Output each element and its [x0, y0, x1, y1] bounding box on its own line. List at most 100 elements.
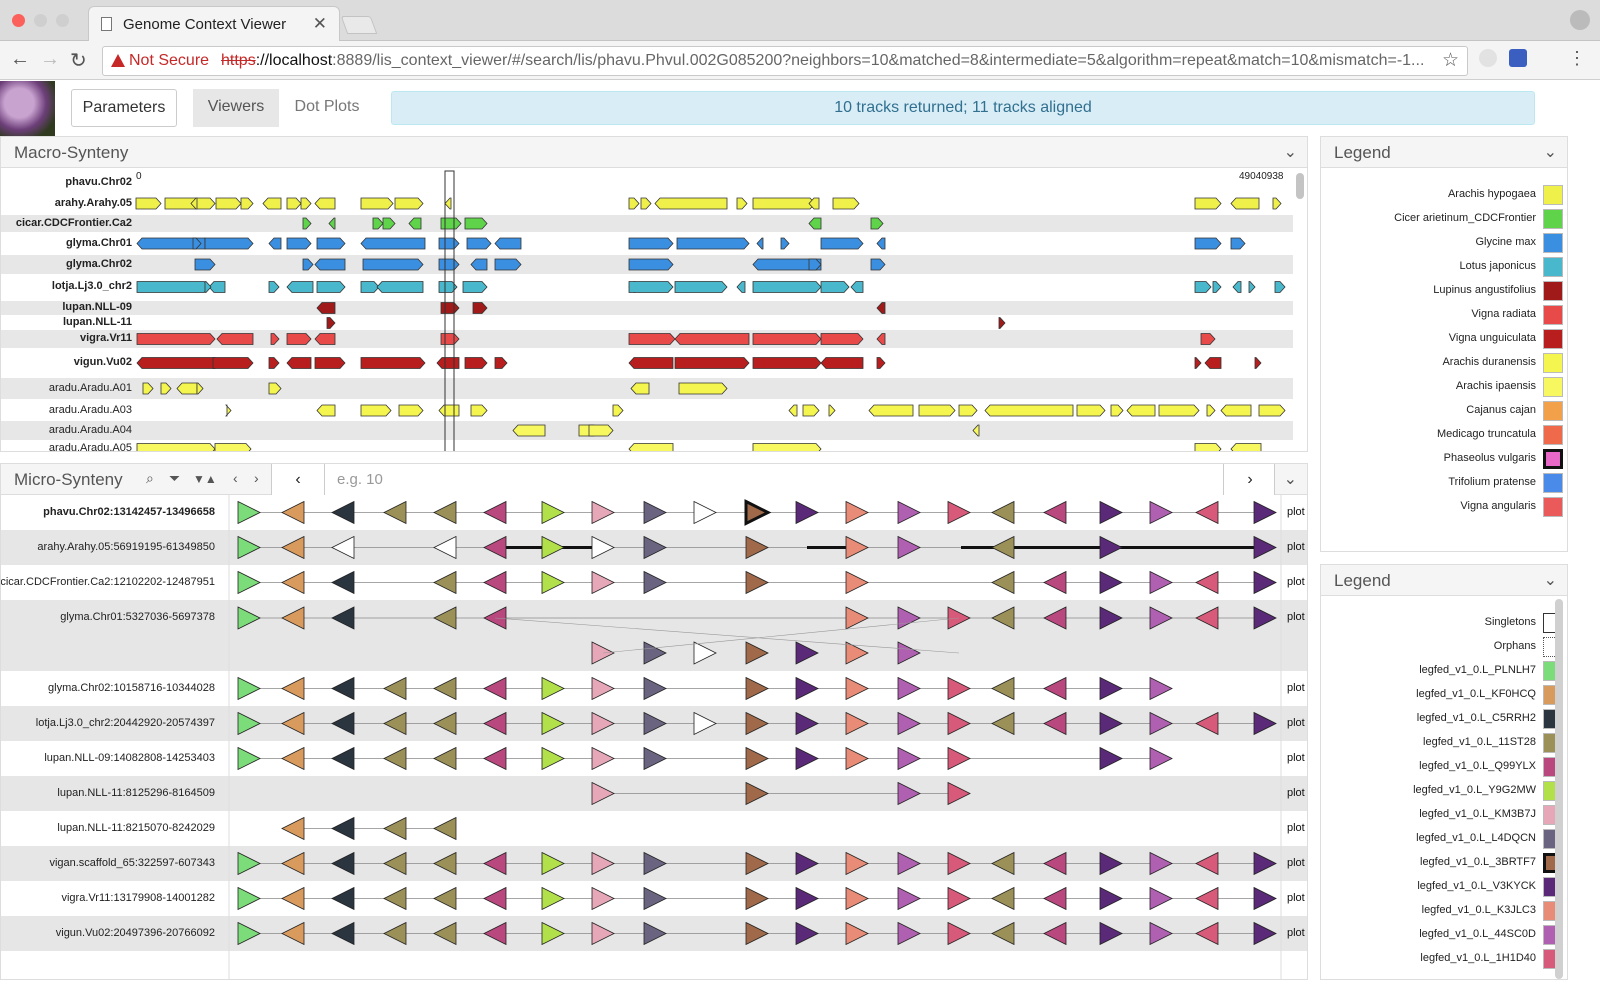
filter-icon[interactable]: ⏷ — [169, 470, 181, 486]
macro-block[interactable] — [1220, 404, 1252, 417]
macro-block[interactable] — [820, 357, 864, 369]
macro-block[interactable] — [494, 357, 508, 369]
gene-glyph[interactable] — [897, 641, 921, 665]
gene-glyph[interactable] — [331, 921, 355, 946]
macro-block[interactable] — [752, 281, 822, 293]
macro-scrollbar[interactable] — [1296, 173, 1304, 199]
gene-glyph[interactable] — [991, 535, 1015, 560]
macro-track-label[interactable]: cicar.CDCFrontier.Ca2 — [15, 216, 132, 229]
scroll-distance-input[interactable] — [324, 464, 1224, 495]
gene-glyph[interactable] — [845, 570, 869, 595]
gene-glyph[interactable] — [541, 886, 565, 911]
gene-glyph[interactable] — [845, 606, 869, 630]
gene-glyph[interactable] — [897, 921, 921, 946]
search-icon[interactable]: ⌕ — [146, 470, 154, 486]
macro-block[interactable] — [1194, 237, 1222, 250]
gene-glyph[interactable] — [1043, 851, 1067, 876]
macro-block[interactable] — [438, 404, 460, 417]
gene-glyph[interactable] — [591, 711, 615, 736]
gene-glyph[interactable] — [237, 676, 261, 701]
macro-block[interactable] — [918, 404, 956, 417]
legend-swatch[interactable] — [1543, 305, 1563, 325]
macro-block[interactable] — [470, 258, 488, 271]
macro-region-marker[interactable] — [444, 170, 455, 451]
gene-glyph[interactable] — [845, 535, 869, 560]
macro-block[interactable] — [1230, 443, 1262, 452]
macro-block[interactable] — [780, 237, 790, 250]
macro-block[interactable] — [1194, 357, 1202, 369]
macro-block[interactable] — [820, 333, 864, 345]
legend-item[interactable]: Phaseolus vulgaris — [1323, 449, 1563, 471]
macro-block[interactable] — [314, 258, 346, 271]
browser-menu-icon[interactable]: ⋮ — [1568, 48, 1586, 68]
scroll-left-icon[interactable]: ‹ — [233, 470, 238, 486]
macro-block[interactable] — [752, 197, 816, 210]
gene-glyph[interactable] — [591, 500, 615, 525]
macro-block[interactable] — [262, 197, 282, 210]
macro-block[interactable] — [394, 197, 424, 210]
legend-item[interactable]: legfed_v1_0.L_L4DQCN — [1323, 829, 1563, 851]
gene-glyph[interactable] — [383, 711, 407, 736]
gene-glyph[interactable] — [1043, 886, 1067, 911]
plot-link[interactable]: plot — [1287, 856, 1305, 869]
gene-glyph[interactable] — [1253, 535, 1277, 560]
macro-block[interactable] — [674, 357, 750, 369]
macro-block[interactable] — [376, 281, 424, 293]
micro-track-label[interactable]: cicar.CDCFrontier.Ca2:12102202-12487951 — [1, 575, 215, 588]
gene-glyph[interactable] — [795, 851, 819, 876]
macro-block[interactable] — [314, 197, 336, 210]
legend-item[interactable]: legfed_v1_0.L_Y9G2MW — [1323, 781, 1563, 803]
legend-swatch[interactable] — [1543, 497, 1563, 517]
macro-block[interactable] — [136, 281, 210, 293]
close-window-button[interactable] — [12, 14, 25, 27]
gene-glyph[interactable] — [1195, 921, 1219, 946]
gene-glyph[interactable] — [433, 746, 457, 771]
macro-block[interactable] — [1158, 404, 1200, 417]
gene-glyph[interactable] — [541, 676, 565, 701]
macro-block[interactable] — [440, 217, 462, 230]
gene-glyph[interactable] — [745, 886, 769, 911]
macro-block[interactable] — [286, 197, 302, 210]
gene-glyph[interactable] — [1149, 746, 1173, 771]
micro-track-label[interactable]: vigan.scaffold_65:322597-607343 — [49, 856, 215, 869]
macro-block[interactable] — [808, 217, 822, 230]
macro-block[interactable] — [1254, 357, 1262, 369]
plot-link[interactable]: plot — [1287, 611, 1305, 623]
macro-block[interactable] — [1274, 281, 1286, 293]
chevron-down-icon[interactable]: ⌄ — [1543, 144, 1557, 161]
sort-icon[interactable]: ▼▲ — [193, 472, 217, 486]
macro-block[interactable] — [1248, 281, 1256, 293]
gene-glyph[interactable] — [745, 781, 769, 806]
macro-block[interactable] — [398, 404, 424, 417]
macro-block[interactable] — [868, 404, 914, 417]
gene-glyph[interactable] — [541, 921, 565, 946]
macro-block[interactable] — [216, 333, 254, 345]
gene-glyph[interactable] — [693, 711, 717, 736]
browser-tab[interactable]: Genome Context Viewer ✕ — [88, 6, 340, 42]
gene-glyph[interactable] — [591, 746, 615, 771]
macro-block[interactable] — [958, 404, 978, 417]
gene-glyph[interactable] — [541, 851, 565, 876]
macro-block[interactable] — [588, 424, 614, 437]
gene-glyph[interactable] — [947, 711, 971, 736]
macro-block[interactable] — [808, 197, 820, 210]
legend-item[interactable]: legfed_v1_0.L_Q99YLX — [1323, 757, 1563, 779]
gene-glyph[interactable] — [541, 535, 565, 560]
gene-glyph[interactable] — [237, 535, 261, 560]
gene-glyph[interactable] — [331, 676, 355, 701]
gene-glyph[interactable] — [643, 500, 667, 525]
maximize-window-button[interactable] — [56, 14, 69, 27]
macro-block[interactable] — [512, 424, 546, 437]
macro-block[interactable] — [372, 217, 384, 230]
scroll-next-button[interactable]: › — [1247, 471, 1253, 488]
gene-glyph[interactable] — [745, 535, 769, 560]
legend-item[interactable]: legfed_v1_0.L_K3JLC3 — [1323, 901, 1563, 923]
macro-block[interactable] — [240, 197, 254, 210]
legend-item[interactable]: Arachis duranensis — [1323, 353, 1563, 375]
gene-glyph[interactable] — [1195, 851, 1219, 876]
gene-glyph[interactable] — [1099, 606, 1123, 630]
gene-glyph[interactable] — [991, 711, 1015, 736]
macro-block[interactable] — [316, 237, 346, 250]
legend-item[interactable]: Lotus japonicus — [1323, 257, 1563, 279]
gene-glyph[interactable] — [433, 711, 457, 736]
